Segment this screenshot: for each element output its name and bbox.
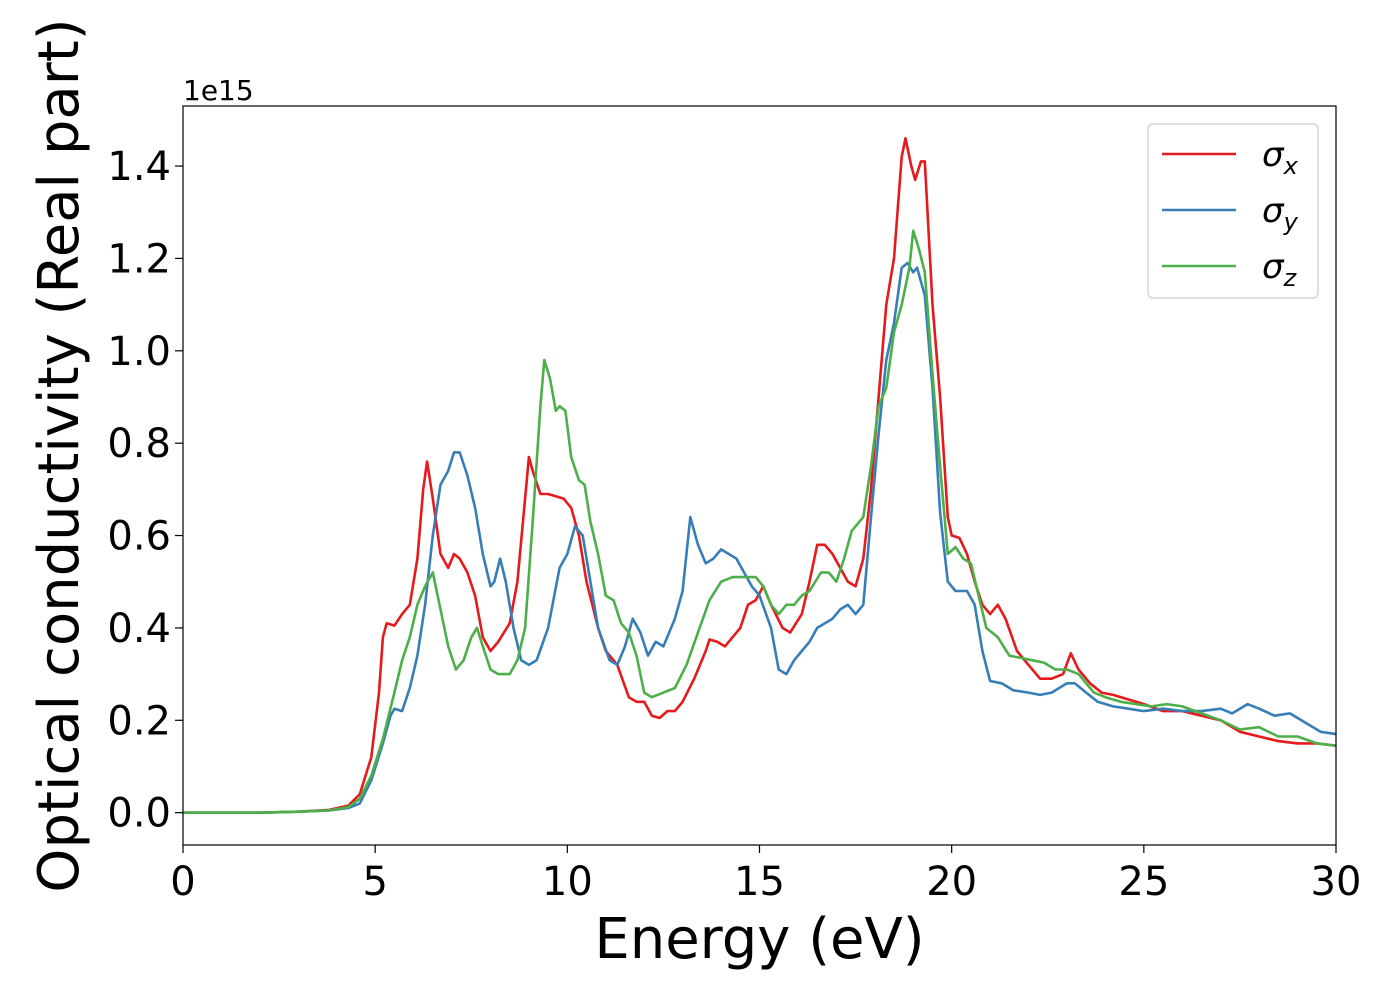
x-tick-label: 5 — [362, 859, 387, 905]
series-lines — [183, 137, 1336, 814]
legend-item-sigma-x: σx — [1162, 135, 1299, 180]
y-tick-label: 0.0 — [107, 791, 171, 837]
x-tick-label: 15 — [734, 859, 785, 905]
legend-label: σz — [1262, 247, 1298, 292]
y-tick-label: 0.2 — [107, 698, 171, 744]
x-tick-label: 20 — [926, 859, 977, 905]
x-tick-label: 30 — [1311, 859, 1362, 905]
y-axis: 0.0 0.2 0.4 0.6 0.8 1.0 1.2 1.4 — [107, 144, 183, 837]
y-tick-label: 1.2 — [107, 236, 171, 282]
x-axis-label: Energy (eV) — [594, 907, 924, 972]
series-line-sigma-x — [183, 137, 1336, 814]
y-tick-label: 0.8 — [107, 421, 171, 467]
legend-item-sigma-z: σz — [1162, 247, 1298, 292]
legend-item-sigma-y: σy — [1162, 191, 1299, 236]
legend: σx σy σz — [1147, 123, 1319, 299]
y-tick-label: 0.4 — [107, 606, 171, 652]
series-line-sigma-z — [183, 229, 1336, 814]
y-offset-text: 1e15 — [183, 74, 254, 107]
y-axis-label: Optical conductivity (Real part) — [27, 18, 92, 892]
legend-label: σy — [1262, 191, 1299, 236]
y-tick-label: 1.4 — [107, 144, 171, 190]
x-tick-label: 0 — [170, 859, 195, 905]
series-line-sigma-y — [183, 261, 1336, 814]
y-tick-label: 0.6 — [107, 514, 171, 560]
x-tick-label: 25 — [1118, 859, 1169, 905]
legend-label: σx — [1262, 135, 1299, 180]
x-axis: 0 5 10 15 20 25 30 — [170, 845, 1361, 905]
x-tick-label: 10 — [542, 859, 593, 905]
y-tick-label: 1.0 — [107, 329, 171, 375]
